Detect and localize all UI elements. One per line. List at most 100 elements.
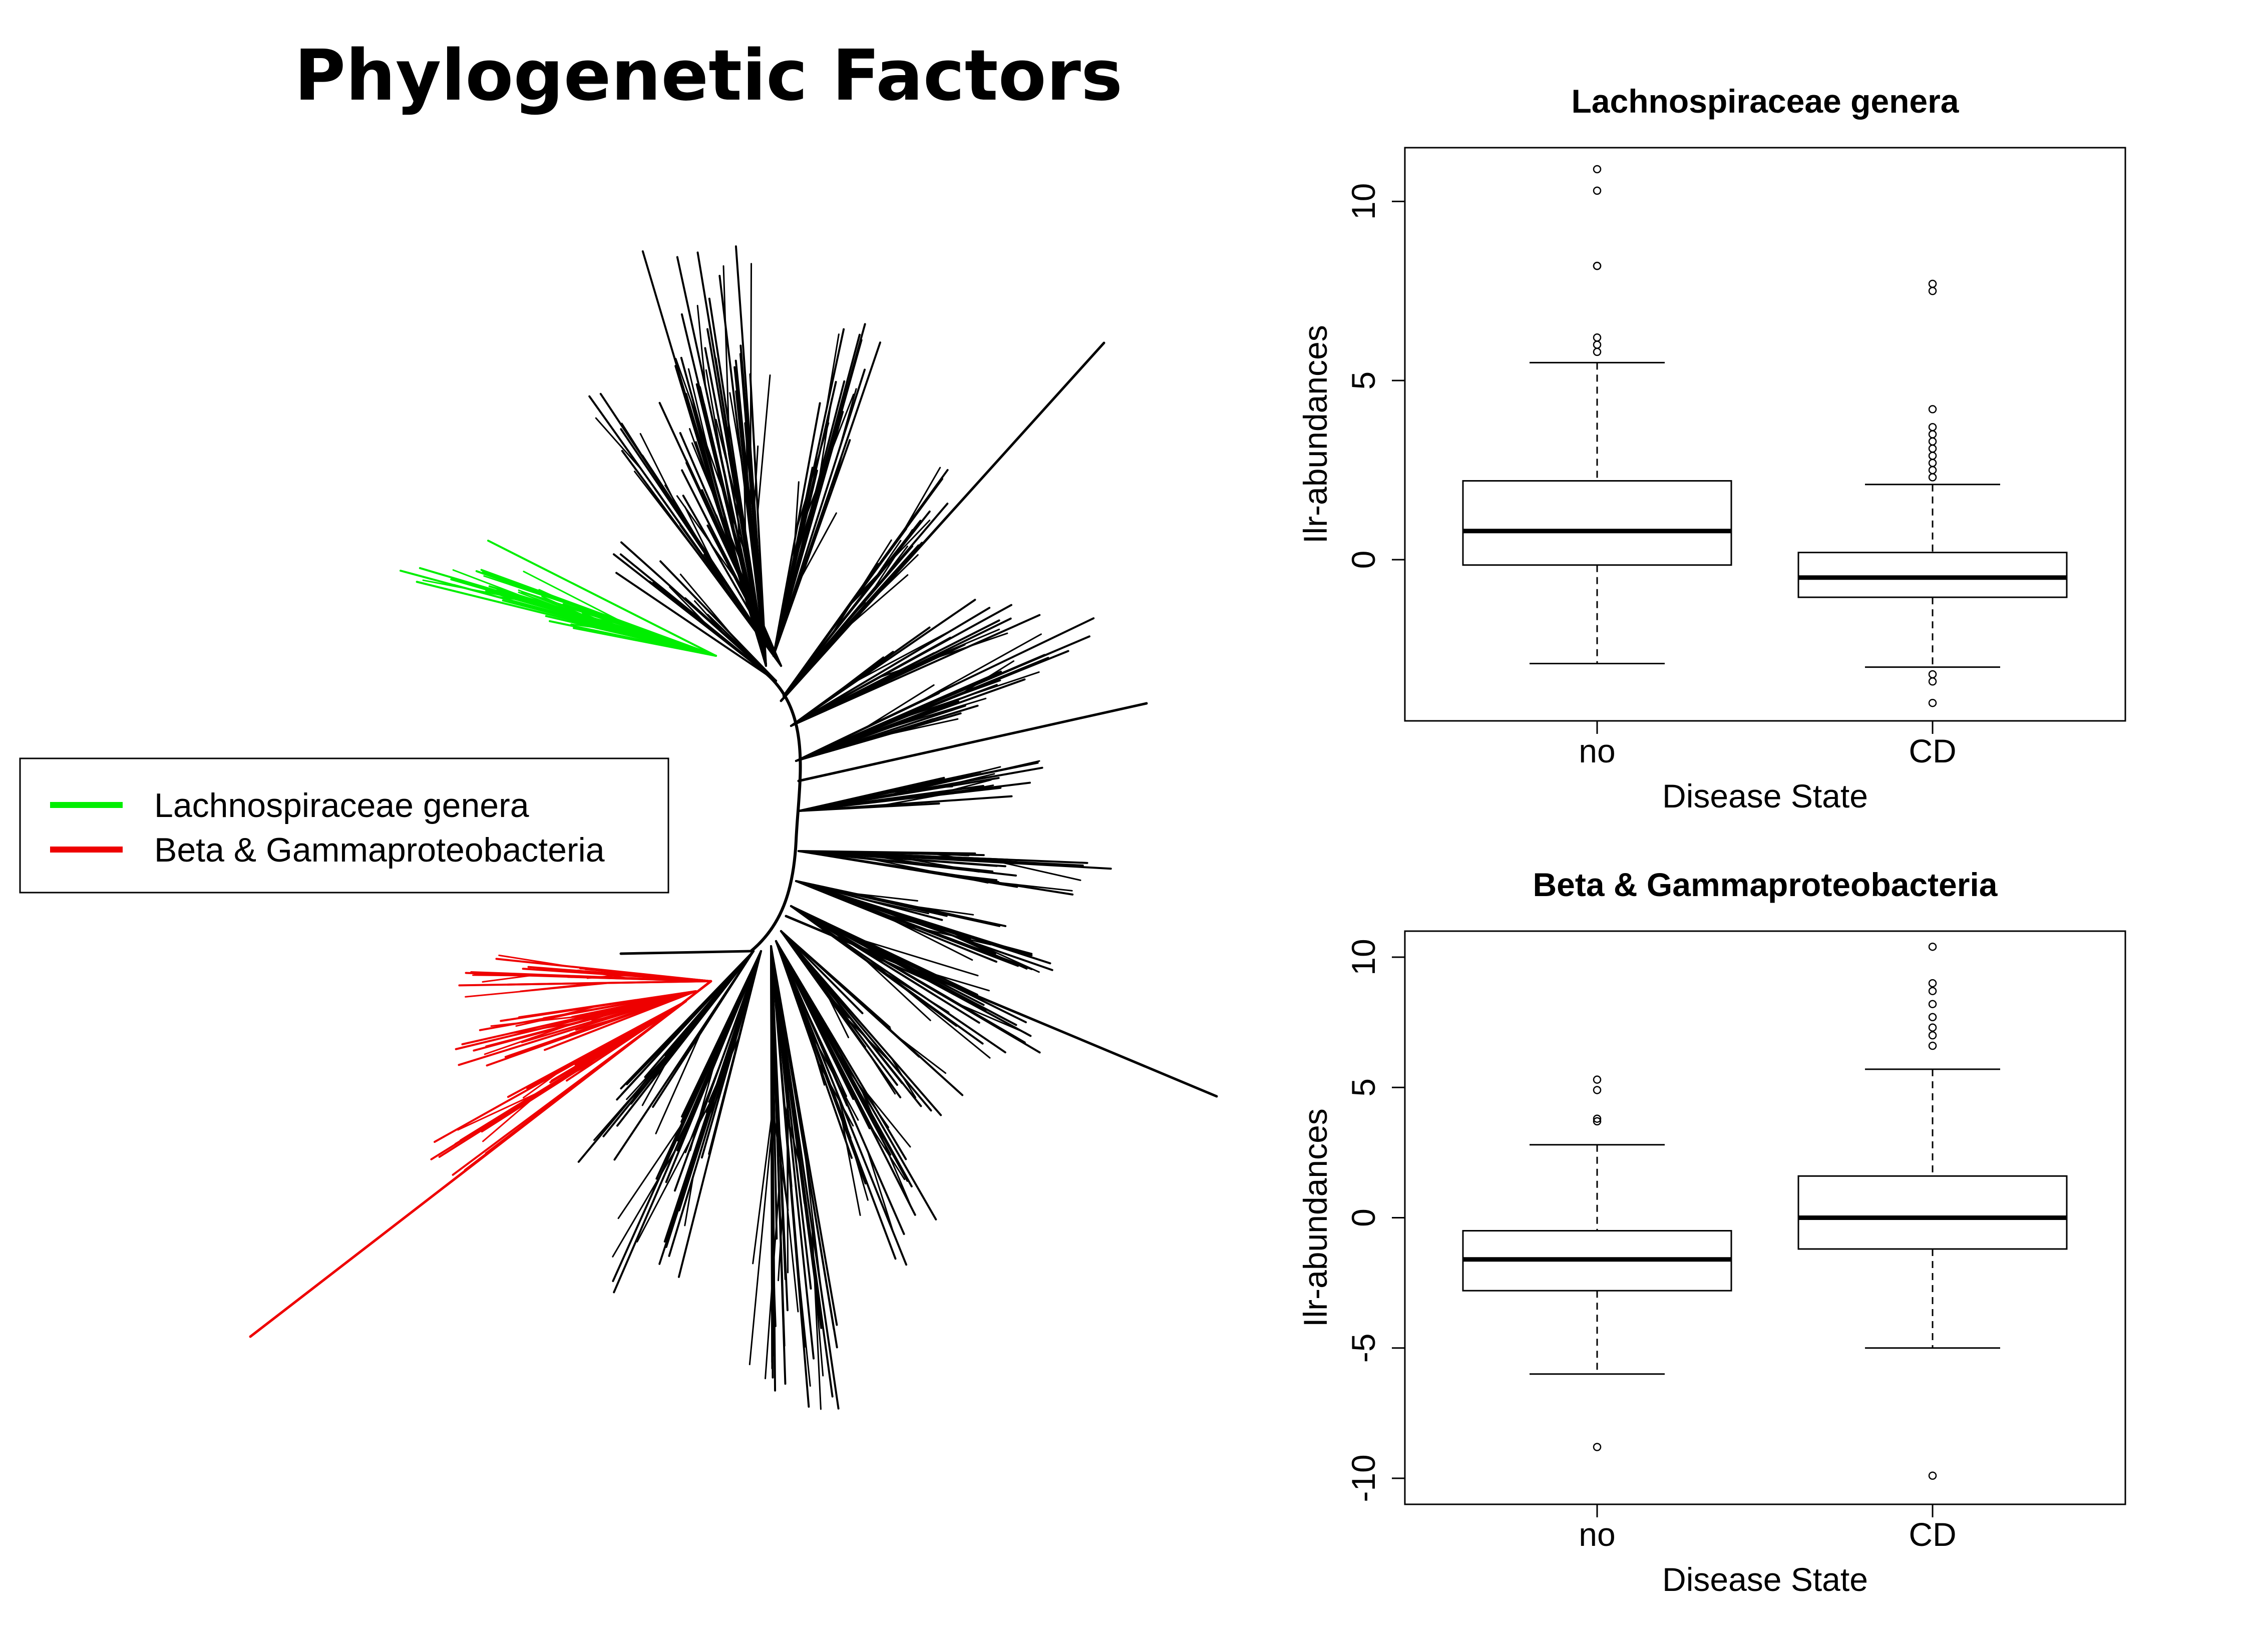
tree-branch — [706, 614, 777, 682]
tree-branch — [903, 467, 941, 531]
tree-branch — [897, 1036, 947, 1074]
tree-branch — [636, 1092, 716, 1243]
tree-branch — [474, 973, 712, 982]
tree-branch — [963, 660, 1015, 693]
tree-branch — [846, 1018, 894, 1066]
tree-branch — [490, 1012, 616, 1027]
tree-branch — [616, 950, 755, 1101]
tree-branch — [796, 422, 830, 529]
outlier-point — [1928, 987, 1937, 995]
tree-branch — [461, 990, 697, 1045]
outlier-point — [1928, 677, 1937, 686]
tree-branch — [790, 604, 1012, 727]
tree-branch — [712, 533, 734, 576]
tree-branch — [623, 1034, 673, 1087]
tree-branch — [795, 880, 1019, 967]
tree-branch — [797, 702, 1148, 782]
outlier-point — [1928, 444, 1937, 453]
outlier-point — [1928, 1000, 1937, 1008]
tree-branch — [520, 982, 597, 992]
tree-branch — [790, 614, 1041, 727]
tree-branch — [523, 571, 620, 621]
tree-branch — [498, 954, 569, 967]
outlier-point — [1593, 1086, 1602, 1094]
tree-branch — [793, 481, 800, 560]
tree-branch — [687, 368, 717, 485]
outlier-point — [1928, 1471, 1937, 1480]
legend-label-proteobacteria: Beta & Gammaproteobacteria — [154, 831, 605, 869]
tree-branch — [677, 950, 762, 1278]
tree-branch — [615, 572, 777, 682]
outlier-point — [1593, 1075, 1602, 1084]
tree-branch — [773, 467, 814, 657]
tree-branch — [808, 1007, 849, 1069]
tree-branch — [770, 945, 806, 1348]
tree-branch — [652, 950, 755, 1108]
tree-branch — [804, 1152, 823, 1301]
tree-branch — [656, 950, 755, 1069]
tree-branch — [795, 880, 1033, 957]
tree-branch — [889, 697, 987, 728]
tree-branch — [457, 1092, 538, 1131]
tree-branch — [780, 930, 964, 1096]
tree-branch — [795, 880, 948, 917]
tree-branch — [771, 1228, 777, 1327]
tree-branch — [795, 700, 960, 762]
tree-branch — [641, 1053, 671, 1106]
tree-branch — [527, 966, 712, 982]
tree-branch — [773, 368, 866, 657]
outlier-point — [1928, 452, 1937, 460]
tree-branch — [865, 1091, 911, 1148]
plot-title: Beta & Gammaproteobacteria — [1533, 866, 1998, 903]
tree-branch — [799, 512, 837, 581]
tree-branch — [790, 905, 1032, 1037]
tree-branch — [859, 718, 934, 743]
tree-branch — [681, 469, 782, 667]
tree-branch — [541, 1004, 601, 1021]
tree-legend: Lachnospiraceae genera Beta & Gammaprote… — [19, 757, 669, 894]
y-tick-label: 5 — [1345, 1078, 1382, 1097]
tree-branch — [865, 959, 931, 1021]
outlier-point — [1593, 340, 1602, 349]
tree-branch — [775, 940, 907, 1160]
tree-branch — [798, 850, 1074, 896]
y-tick-label: 5 — [1345, 371, 1382, 390]
tree-branch — [920, 633, 1042, 702]
page-title: Phylogenetic Factors — [294, 35, 1123, 117]
legend-frame — [19, 757, 669, 894]
tree-branch — [780, 341, 1105, 702]
box-iqr — [1797, 1175, 2068, 1250]
tree-branch — [752, 1112, 773, 1265]
tree-branch — [797, 502, 814, 553]
tree-branch — [798, 766, 1043, 812]
outlier-point — [1928, 287, 1937, 295]
tree-backbone — [750, 664, 802, 953]
tree-branch — [599, 392, 782, 667]
tree-branch — [748, 1120, 774, 1366]
tree-branch — [665, 950, 762, 1249]
tree-branch — [783, 520, 922, 697]
tree-branch — [785, 915, 1218, 1098]
tree-branch — [684, 506, 725, 587]
tree-branch — [867, 957, 991, 1059]
tree-branch — [538, 968, 597, 973]
tree-branch — [743, 476, 747, 551]
tree-branch — [729, 392, 758, 554]
tree-branch — [665, 950, 762, 1183]
outlier-point — [1928, 466, 1937, 475]
tree-branch — [866, 1149, 895, 1236]
outlier-point — [1928, 698, 1937, 707]
outlier-point — [1928, 405, 1937, 414]
x-tick-label: no — [1579, 732, 1615, 769]
tree-branch — [574, 1033, 631, 1066]
tree-branch — [482, 571, 717, 657]
tree-branch — [526, 1000, 687, 1089]
tree-branch — [487, 540, 717, 657]
tree-branch — [621, 423, 656, 478]
tree-branch — [863, 684, 935, 730]
tree-branch — [593, 1083, 644, 1141]
tree-branch — [783, 545, 914, 697]
y-tick-label: -10 — [1345, 1454, 1382, 1502]
tree-branch — [869, 1053, 896, 1095]
